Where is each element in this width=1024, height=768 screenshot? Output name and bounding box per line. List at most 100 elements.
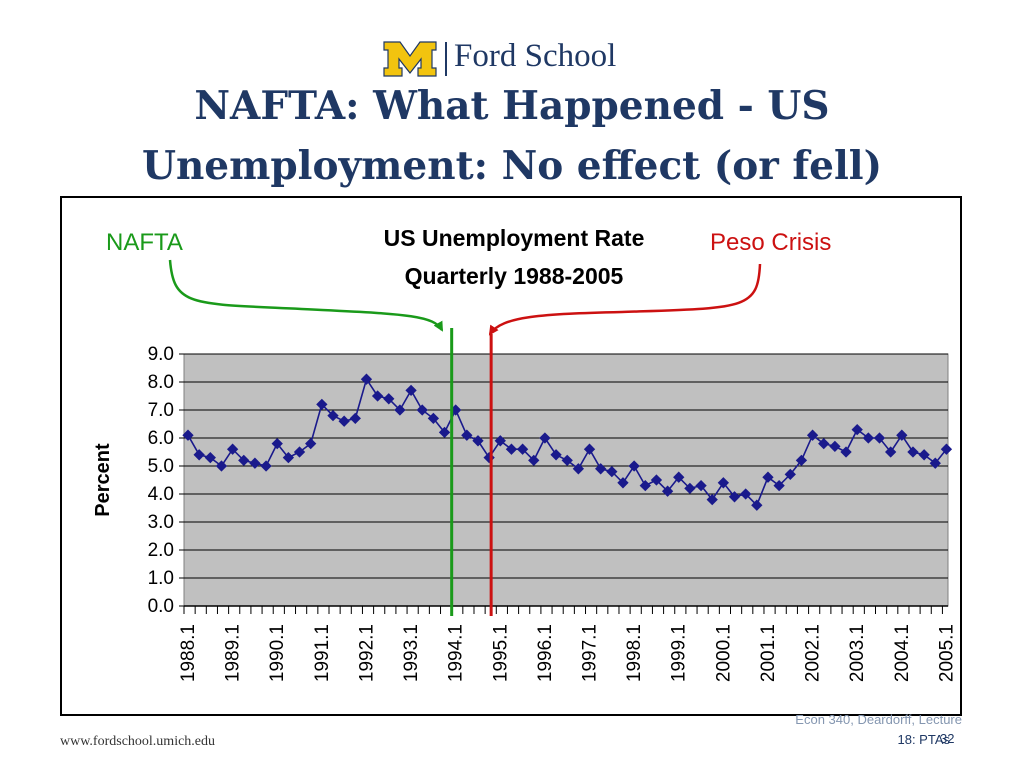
data-point <box>516 443 529 455</box>
data-point <box>773 479 785 492</box>
y-tick-label: 8.0 <box>148 372 174 393</box>
y-tick-label: 1.0 <box>148 568 174 589</box>
x-tick-label: 1988.1 <box>178 624 199 682</box>
x-tick-label: 2005.1 <box>936 624 957 682</box>
y-tick-labels: 0.0 1.0 2.0 3.0 4.0 5.0 6.0 7.0 8.0 9.0 <box>148 344 174 617</box>
data-point <box>762 471 774 483</box>
data-point <box>416 404 428 416</box>
y-tick-label: 4.0 <box>148 484 174 505</box>
data-point <box>282 451 295 464</box>
data-point <box>561 454 573 467</box>
nafta-label: NAFTA <box>106 229 183 256</box>
y-tick-label: 0.0 <box>148 596 174 617</box>
data-point <box>215 460 228 472</box>
data-point <box>528 454 540 467</box>
axes <box>183 605 948 614</box>
gridlines <box>179 353 948 607</box>
data-point <box>316 398 328 411</box>
slide-title: NAFTA: What Happened - US Unemployment: … <box>0 76 1024 196</box>
data-point <box>885 446 897 458</box>
footer-url: www.fordschool.umich.edu <box>60 734 216 749</box>
series-points <box>182 373 953 511</box>
x-tick-labels: 1988.1 1989.1 1990.1 1991.1 1992.1 1993.1 1994… <box>178 624 957 682</box>
chart-frame: US Unemployment Rate Quarterly 1988-2005… <box>60 196 962 716</box>
data-point <box>305 437 317 450</box>
data-point <box>728 491 741 503</box>
data-point <box>226 443 239 455</box>
data-point <box>405 384 417 397</box>
data-point <box>740 488 752 500</box>
y-tick-label: 2.0 <box>148 540 174 561</box>
slide-title-line-1: NAFTA: What Happened - US <box>194 83 830 129</box>
data-point <box>371 390 384 402</box>
data-point <box>583 443 596 455</box>
x-tick-label: 1992.1 <box>356 624 377 682</box>
peso-crisis-label: Peso Crisis <box>710 229 831 256</box>
x-tick-label: 1998.1 <box>624 624 645 682</box>
data-point <box>829 440 841 453</box>
logo-divider <box>445 42 447 76</box>
data-point <box>606 465 618 478</box>
y-tick-label: 5.0 <box>148 456 174 477</box>
footer-course-line-1: Econ 340, Deardorff, Lecture <box>795 712 962 727</box>
data-point <box>873 432 886 444</box>
x-tick-label: 1995.1 <box>490 624 511 682</box>
x-tick-label: 1989.1 <box>223 624 244 682</box>
x-tick-label: 2004.1 <box>892 624 913 682</box>
data-point <box>461 429 473 441</box>
unemployment-chart: US Unemployment Rate Quarterly 1988-2005… <box>92 225 957 682</box>
page-number: 32 <box>940 731 955 746</box>
x-tick-label: 1996.1 <box>535 624 556 682</box>
y-axis-label: Percent <box>92 443 114 517</box>
ford-school-logo: Ford School <box>382 38 652 80</box>
nafta-arrow <box>168 259 444 332</box>
slide-title-line-2: Unemployment: No effect (or fell) <box>141 143 883 189</box>
data-point <box>862 432 875 444</box>
data-point <box>628 460 640 472</box>
data-point <box>238 454 250 467</box>
data-point <box>650 474 663 486</box>
block-m-logo-icon <box>383 41 437 77</box>
data-point <box>182 429 194 441</box>
x-tick-label: 1994.1 <box>446 624 467 682</box>
data-point <box>595 463 607 475</box>
y-tick-label: 3.0 <box>148 512 174 533</box>
data-point <box>818 437 830 450</box>
x-tick-label: 2000.1 <box>713 624 734 682</box>
data-point <box>394 404 406 416</box>
x-tick-label: 2001.1 <box>758 624 779 682</box>
plot-area <box>183 353 949 607</box>
data-point <box>784 468 796 481</box>
data-point <box>840 446 852 458</box>
footer-course: Econ 340, Deardorff, Lecture 18: PTAs <box>740 710 962 750</box>
x-tick-label: 1990.1 <box>267 624 288 682</box>
x-tick-label: 1993.1 <box>401 624 422 682</box>
x-tick-label: 2003.1 <box>847 624 868 682</box>
data-point <box>706 493 718 506</box>
data-point <box>271 437 283 450</box>
data-point <box>617 477 629 489</box>
data-point <box>427 412 440 425</box>
data-point <box>383 393 395 405</box>
data-point <box>505 443 518 455</box>
x-tick-label: 2002.1 <box>803 624 824 682</box>
x-tick-label: 1997.1 <box>580 624 601 682</box>
peso-crisis-arrow <box>488 263 762 336</box>
x-tick-label: 1999.1 <box>669 624 690 682</box>
data-point <box>896 429 908 441</box>
data-point <box>851 423 863 436</box>
data-point <box>438 426 451 439</box>
data-point <box>539 432 551 444</box>
chart-title: US Unemployment Rate <box>384 225 645 251</box>
y-tick-label: 7.0 <box>148 400 174 421</box>
data-point <box>751 499 763 511</box>
y-tick-label: 6.0 <box>148 428 174 449</box>
data-point <box>204 451 216 464</box>
footer-course-line-2: 18: PTAs <box>897 732 950 747</box>
data-point <box>260 460 272 472</box>
data-point <box>472 435 484 447</box>
x-tick-label: 1991.1 <box>312 624 333 682</box>
logo-text: Ford School <box>454 38 617 74</box>
data-point <box>907 446 919 458</box>
chart-subtitle: Quarterly 1988-2005 <box>405 263 624 289</box>
